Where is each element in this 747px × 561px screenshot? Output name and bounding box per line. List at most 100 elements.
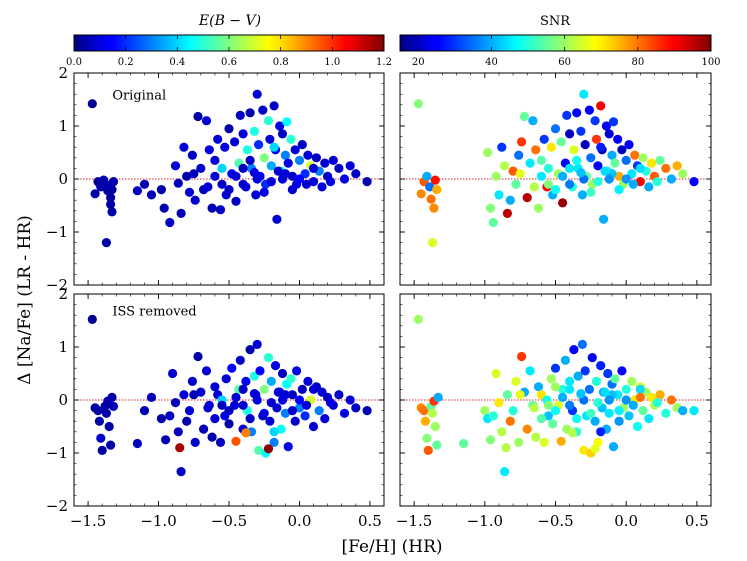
scatter-point xyxy=(579,89,589,99)
scatter-point xyxy=(266,398,276,408)
scatter-point xyxy=(270,361,281,371)
scatter-point xyxy=(576,126,586,136)
scatter-point xyxy=(235,355,245,365)
scatter-point xyxy=(413,99,423,109)
scatter-point xyxy=(608,442,619,452)
scatter-point xyxy=(301,179,312,189)
scatter-point xyxy=(666,174,677,184)
colorbar-snr-gradient xyxy=(399,34,712,52)
scatter-point xyxy=(259,153,269,163)
scatter-point xyxy=(591,376,602,386)
scatter-point xyxy=(297,140,307,150)
scatter-point xyxy=(297,384,307,394)
scatter-point xyxy=(678,406,688,416)
scatter-point xyxy=(224,185,234,195)
scatter-point xyxy=(273,166,283,176)
scatter-point xyxy=(252,339,262,349)
scatter-point xyxy=(494,398,504,408)
scatter-point xyxy=(283,158,293,168)
scatter-point xyxy=(596,361,606,371)
scatter-point xyxy=(522,193,532,203)
scatter-point xyxy=(175,443,185,453)
scatter-point xyxy=(290,416,300,426)
colorbar-tick-label: 0.2 xyxy=(118,57,134,68)
scatter-point xyxy=(627,376,637,386)
scatter-point xyxy=(176,467,186,477)
colorbar-tick-label: 80 xyxy=(631,57,644,68)
scatter-point xyxy=(182,416,192,426)
scatter-point xyxy=(170,398,181,408)
scatter-point xyxy=(497,427,507,437)
scatter-point xyxy=(107,207,117,217)
scatter-point xyxy=(572,108,582,118)
scatter-point xyxy=(579,445,589,455)
scatter-points xyxy=(413,89,699,248)
scatter-point xyxy=(283,442,293,452)
scatter-point xyxy=(558,171,568,181)
scatter-point xyxy=(550,363,561,373)
scatter-point xyxy=(173,427,183,437)
scatter-point xyxy=(251,190,261,200)
scatter-point xyxy=(604,129,614,139)
colorbar-tick-label: 40 xyxy=(485,57,498,68)
scatter-point xyxy=(420,416,430,426)
scatter-point xyxy=(345,161,355,171)
scatter-point xyxy=(238,384,248,394)
colorbar-ebv: E(B − V) 0.0 0.2 0.4 0.6 0.8 1.0 1.2 xyxy=(66,13,392,68)
scatter-point xyxy=(531,432,541,442)
scatter-point xyxy=(108,177,119,187)
scatter-point xyxy=(586,153,596,163)
scatter-point xyxy=(502,390,512,400)
scatter-point xyxy=(593,398,603,408)
scatter-point xyxy=(591,134,602,144)
scatter-point xyxy=(556,137,566,147)
scatter-point xyxy=(93,406,103,416)
scatter-point xyxy=(217,163,227,173)
scatter-point xyxy=(210,171,220,181)
scatter-point xyxy=(156,414,166,424)
scatter-point xyxy=(539,437,549,447)
scatter-point xyxy=(286,134,296,144)
panel-annotation: ISS removed xyxy=(112,304,196,319)
scatter-point xyxy=(565,163,575,173)
scatter-point xyxy=(362,406,372,416)
scatter-point xyxy=(317,182,327,192)
scatter-point xyxy=(480,406,490,416)
scatter-point xyxy=(422,433,432,443)
scatter-point xyxy=(328,155,338,165)
scatter-point xyxy=(432,440,442,450)
scatter-point xyxy=(601,121,612,131)
scatter-point xyxy=(308,384,319,394)
scatter-point xyxy=(90,189,100,199)
scatter-point xyxy=(345,395,355,405)
scatter-point xyxy=(217,400,227,410)
scatter-point xyxy=(311,153,321,163)
colorbar-snr-ticks: 20 40 60 80 100 xyxy=(412,35,721,68)
scatter-point xyxy=(249,168,259,178)
scatter-point xyxy=(182,171,192,181)
scatter-point xyxy=(621,155,631,165)
scatter-point xyxy=(485,203,496,213)
scatter-point xyxy=(635,392,645,402)
scatter-point xyxy=(511,376,521,386)
scatter-point xyxy=(238,400,248,410)
scatter-point xyxy=(533,382,544,392)
scatter-point xyxy=(201,116,212,126)
scatter-point xyxy=(308,421,319,432)
scatter-point xyxy=(422,171,432,181)
scatter-point xyxy=(320,414,330,424)
scatter-point xyxy=(254,445,264,455)
scatter-point xyxy=(604,408,614,418)
scatter-point xyxy=(101,408,111,418)
scatter-point xyxy=(550,382,561,392)
x-tick-label: −1.0 xyxy=(140,512,176,530)
scatter-point xyxy=(550,406,561,416)
scatter-point xyxy=(425,182,435,192)
x-tick-label: 0.0 xyxy=(288,512,312,530)
scatter-point xyxy=(525,366,535,376)
scatter-point xyxy=(497,142,507,152)
y-tick-label: −2 xyxy=(46,497,68,515)
scatter-point xyxy=(287,171,297,181)
scatter-point xyxy=(572,155,582,165)
scatter-point xyxy=(266,161,276,171)
